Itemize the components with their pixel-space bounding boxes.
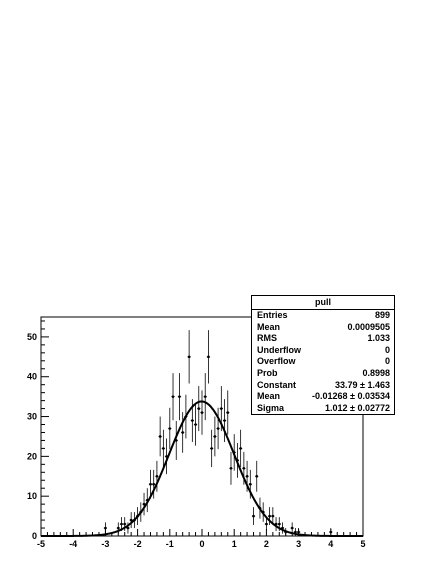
- stats-label: Entries: [257, 310, 288, 320]
- data-point: [207, 355, 210, 359]
- stats-label: Overflow: [257, 356, 296, 367]
- stats-row: Overflow 0: [252, 356, 394, 368]
- data-point: [290, 526, 294, 530]
- stats-label: RMS: [257, 333, 277, 344]
- data-point: [249, 482, 252, 486]
- stats-label: Mean: [257, 391, 281, 402]
- data-point: [245, 474, 249, 478]
- data-point: [162, 447, 165, 450]
- data-point: [223, 419, 226, 422]
- data-point: [229, 467, 233, 470]
- stats-row: Prob 0.8998: [252, 368, 394, 380]
- data-point: [168, 427, 172, 430]
- data-point: [329, 530, 333, 534]
- stats-row: Constant 33.79 ± 1.463: [252, 380, 394, 392]
- stats-label: Constant: [257, 379, 296, 390]
- data-point: [200, 411, 204, 414]
- stats-label: Sigma: [257, 402, 285, 413]
- data-point: [252, 514, 255, 518]
- data-point: [104, 526, 107, 530]
- stats-label: Mean: [257, 321, 281, 332]
- stats-row: Entries 899: [252, 310, 394, 322]
- data-point: [271, 514, 275, 518]
- data-point: [158, 435, 162, 438]
- data-point: [152, 482, 155, 486]
- data-point: [226, 411, 230, 414]
- data-point: [116, 526, 120, 530]
- data-point: [220, 407, 223, 410]
- x-tick-label: -3: [101, 539, 109, 549]
- data-point: [268, 514, 271, 518]
- stats-box: pull Entries 899 Mean 0.0009505 RMS 1.033 Unde…: [251, 295, 395, 416]
- stats-row: Underflow 0: [252, 345, 394, 357]
- y-tick-label: 20: [27, 451, 37, 461]
- x-tick-label: 5: [360, 539, 365, 549]
- data-point: [129, 518, 133, 522]
- data-point: [194, 423, 197, 426]
- x-tick-label: -2: [134, 539, 142, 549]
- stats-value: -0.01268 ± 0.03534: [311, 391, 390, 402]
- stats-value: 0.0009505: [347, 321, 390, 332]
- stats-value: 1.012 ± 0.02772: [325, 402, 390, 413]
- x-tick-label: -4: [69, 539, 77, 549]
- stats-label: Prob: [257, 367, 278, 378]
- data-point: [191, 419, 194, 422]
- y-tick-label: 30: [27, 412, 37, 422]
- data-point: [255, 474, 259, 478]
- stats-value: 0: [384, 344, 390, 355]
- x-tick-label: 2: [264, 539, 269, 549]
- data-point: [197, 407, 201, 410]
- x-tick-label: -5: [37, 539, 45, 549]
- data-point: [203, 395, 207, 398]
- x-tick-label: 4: [328, 539, 333, 549]
- fit-curve: [41, 400, 363, 537]
- y-tick-label: 40: [27, 372, 37, 382]
- y-tick-label: 50: [27, 332, 37, 342]
- stats-value: 0.8998: [362, 367, 390, 378]
- data-point: [265, 522, 268, 526]
- x-tick-label: 0: [199, 539, 204, 549]
- stats-rows: Entries 899 Mean 0.0009505 RMS 1.033 Underflow…: [252, 310, 394, 414]
- data-point: [120, 522, 123, 526]
- data-point: [178, 395, 181, 398]
- data-point: [181, 431, 184, 434]
- data-point: [149, 482, 152, 486]
- x-tick-label: 1: [232, 539, 237, 549]
- data-point: [155, 474, 159, 478]
- stats-value: 33.79 ± 1.463: [335, 379, 390, 390]
- data-point: [126, 526, 130, 530]
- data-point: [294, 530, 297, 534]
- data-point: [239, 447, 242, 450]
- data-point: [210, 447, 213, 450]
- data-point: [142, 502, 146, 506]
- stats-row: Sigma 1.012 ± 0.02772: [252, 403, 394, 415]
- stats-row: RMS 1.033: [252, 333, 394, 345]
- data-point: [242, 467, 246, 470]
- stats-value: 899: [374, 310, 390, 320]
- data-point: [171, 395, 175, 398]
- stats-row: Mean 0.0009505: [252, 322, 394, 334]
- data-point: [187, 355, 191, 359]
- data-point: [216, 427, 220, 430]
- y-tick-label: 10: [27, 491, 37, 501]
- stats-label: Underflow: [257, 344, 301, 355]
- data-point: [213, 435, 217, 438]
- stats-row: Mean -0.01268 ± 0.03534: [252, 391, 394, 403]
- x-tick-label: 3: [296, 539, 301, 549]
- data-point: [297, 530, 300, 534]
- stats-value: 1.033: [367, 333, 390, 344]
- data-point: [277, 522, 281, 526]
- stats-value: 0: [384, 356, 390, 367]
- data-point: [123, 522, 127, 526]
- x-tick-label: -1: [166, 539, 174, 549]
- y-tick-label: 0: [32, 531, 37, 541]
- stats-title: pull: [252, 296, 394, 310]
